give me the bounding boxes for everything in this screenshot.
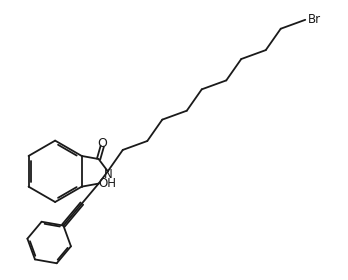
Text: Br: Br (308, 13, 321, 26)
Text: OH: OH (98, 177, 116, 190)
Text: O: O (97, 137, 107, 150)
Text: N: N (103, 168, 112, 181)
